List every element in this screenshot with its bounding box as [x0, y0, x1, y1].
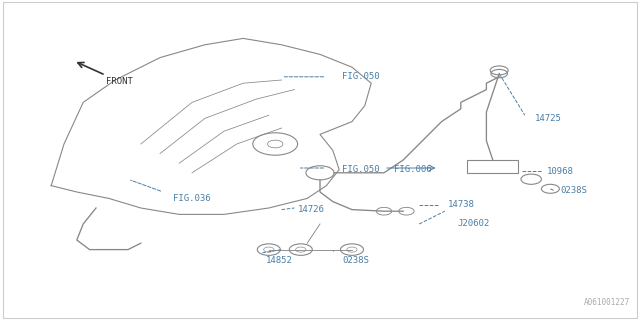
Text: 14852: 14852: [266, 256, 292, 265]
Text: 14738: 14738: [448, 200, 475, 209]
Text: 14725: 14725: [534, 114, 561, 123]
Text: J20602: J20602: [458, 220, 490, 228]
Text: 14726: 14726: [298, 205, 324, 214]
Text: 10968: 10968: [547, 167, 574, 176]
Text: FIG.050: FIG.050: [342, 72, 380, 81]
Text: 0238S: 0238S: [560, 186, 587, 195]
Text: FIG.050: FIG.050: [342, 165, 380, 174]
Text: FIG.006: FIG.006: [394, 165, 431, 174]
Text: 0238S: 0238S: [342, 256, 369, 265]
Text: FRONT: FRONT: [106, 77, 132, 86]
Text: FIG.036: FIG.036: [173, 194, 211, 203]
Text: A061001227: A061001227: [584, 298, 630, 307]
